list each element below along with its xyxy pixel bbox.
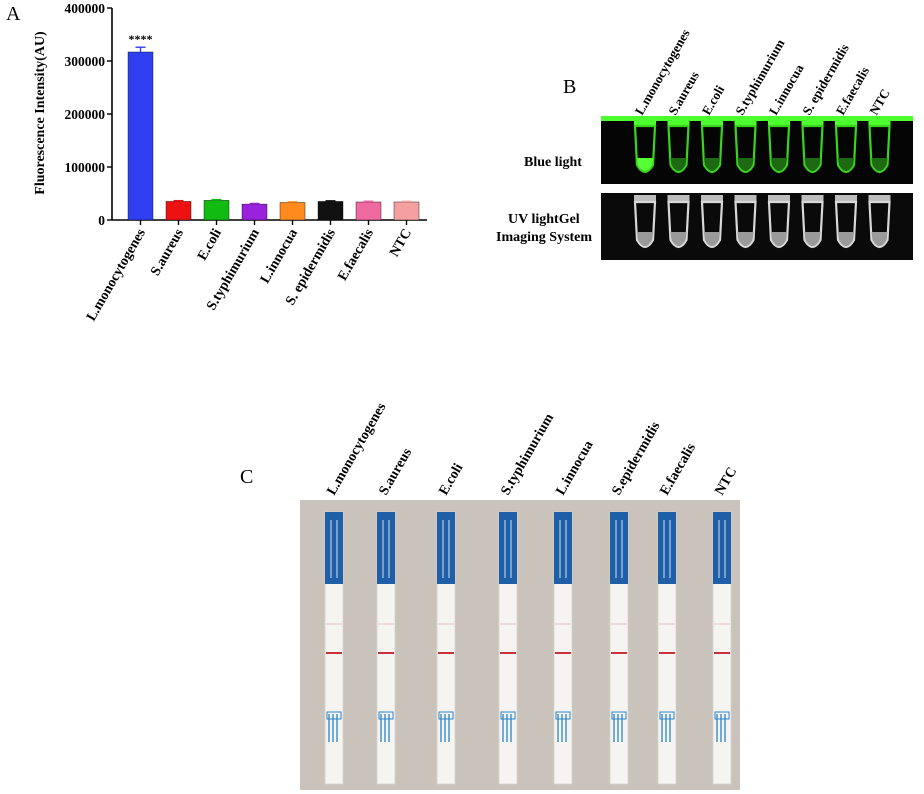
- tube-cap-green: [801, 119, 824, 125]
- strip-blue-label: [658, 512, 676, 584]
- strip-label: E.coli: [436, 461, 466, 498]
- tube-green: [734, 124, 757, 174]
- y-tick-label: 300000: [65, 54, 106, 69]
- tube-cap-white: [768, 195, 790, 201]
- panel-letter-b: B: [563, 76, 577, 98]
- y-tick-label: 200000: [65, 107, 106, 122]
- tube-cap-white: [835, 195, 857, 201]
- tube-white: [767, 200, 791, 249]
- tube-white: [667, 200, 690, 249]
- uv-light-label-line2: Imaging System: [496, 230, 593, 245]
- tube-cap-white: [667, 195, 690, 201]
- tube-cap-white: [701, 195, 723, 201]
- tube-liquid-white: [637, 232, 653, 246]
- tube-cap-green: [768, 119, 790, 125]
- tube-liquid-green: [737, 158, 754, 171]
- tube-white: [834, 200, 858, 249]
- tube-cap-green: [835, 119, 857, 125]
- y-tick-label: 400000: [65, 1, 106, 16]
- strip-blue-label: [610, 512, 628, 584]
- tube-white: [633, 200, 657, 249]
- tube-green: [633, 124, 657, 174]
- panel-letter-a: A: [6, 3, 21, 25]
- tube-green: [700, 124, 724, 174]
- blue-light-label: Blue light: [524, 155, 582, 170]
- strip-label: S.epidermidis: [609, 419, 663, 498]
- strip-label: E.faecalis: [657, 441, 699, 498]
- tube-cap-green: [868, 119, 891, 125]
- tube-green: [767, 124, 791, 174]
- tube-cap-white: [634, 195, 656, 201]
- strip-arrow-box: [659, 711, 675, 720]
- tube-liquid-green: [804, 158, 821, 171]
- uv-light-label-line1: UV lightGel: [508, 212, 580, 227]
- significance-annotation: ****: [129, 32, 153, 46]
- tube-liquid-white: [804, 232, 821, 246]
- strip-blue-label: [554, 512, 572, 584]
- strip-label: S.aureus: [376, 445, 415, 498]
- tube-cap-white: [868, 195, 891, 201]
- strip-arrow-box: [438, 711, 454, 720]
- tube-cap-white: [734, 195, 757, 201]
- strip-blue-label: [499, 512, 517, 584]
- strip-blue-label: [377, 512, 395, 584]
- y-tick-label: 100000: [65, 160, 106, 175]
- tube-white: [734, 200, 757, 249]
- tube-white: [801, 200, 824, 249]
- tube-liquid-green: [704, 158, 720, 171]
- strip-label: S.typhimurium: [498, 411, 557, 498]
- strip-blue-label: [437, 512, 455, 584]
- tube-cap-green: [701, 119, 723, 125]
- tube-cap-green: [667, 119, 690, 125]
- y-tick-label: 0: [98, 213, 105, 228]
- tube-liquid-white: [871, 232, 888, 246]
- tube-liquid-green: [637, 158, 653, 171]
- tube-liquid-green: [670, 158, 687, 171]
- tube-liquid-green: [871, 158, 888, 171]
- cap-glow-strip: [601, 116, 913, 121]
- tube-green: [868, 124, 891, 174]
- panel-letter-c: C: [240, 466, 254, 488]
- strip-arrow-box: [500, 711, 516, 720]
- tube-green: [801, 124, 824, 174]
- tube-green: [834, 124, 858, 174]
- strip-arrow-box: [555, 711, 571, 720]
- tube-liquid-white: [771, 232, 787, 246]
- tube-green: [667, 124, 690, 174]
- tube-liquid-white: [838, 232, 854, 246]
- tube-liquid-green: [838, 158, 854, 171]
- tube-cap-white: [801, 195, 824, 201]
- strip-arrow-box: [611, 711, 627, 720]
- tube-white: [868, 200, 891, 249]
- tube-cap-green: [734, 119, 757, 125]
- strip-arrow-box: [326, 711, 342, 720]
- strip-arrow-box: [714, 711, 730, 720]
- strip-blue-label: [325, 512, 343, 584]
- tube-white: [700, 200, 724, 249]
- strip-blue-label: [713, 512, 731, 584]
- y-axis-label: Fluorescence Intensity(AU): [33, 31, 48, 195]
- tube-liquid-green: [771, 158, 787, 171]
- strip-arrow-box: [378, 711, 394, 720]
- tube-liquid-white: [704, 232, 720, 246]
- tube-liquid-white: [670, 232, 687, 246]
- strip-label: NTC: [712, 465, 740, 498]
- strip-label: L.innocua: [553, 438, 596, 498]
- tube-liquid-white: [737, 232, 754, 246]
- tube-cap-green: [634, 119, 656, 125]
